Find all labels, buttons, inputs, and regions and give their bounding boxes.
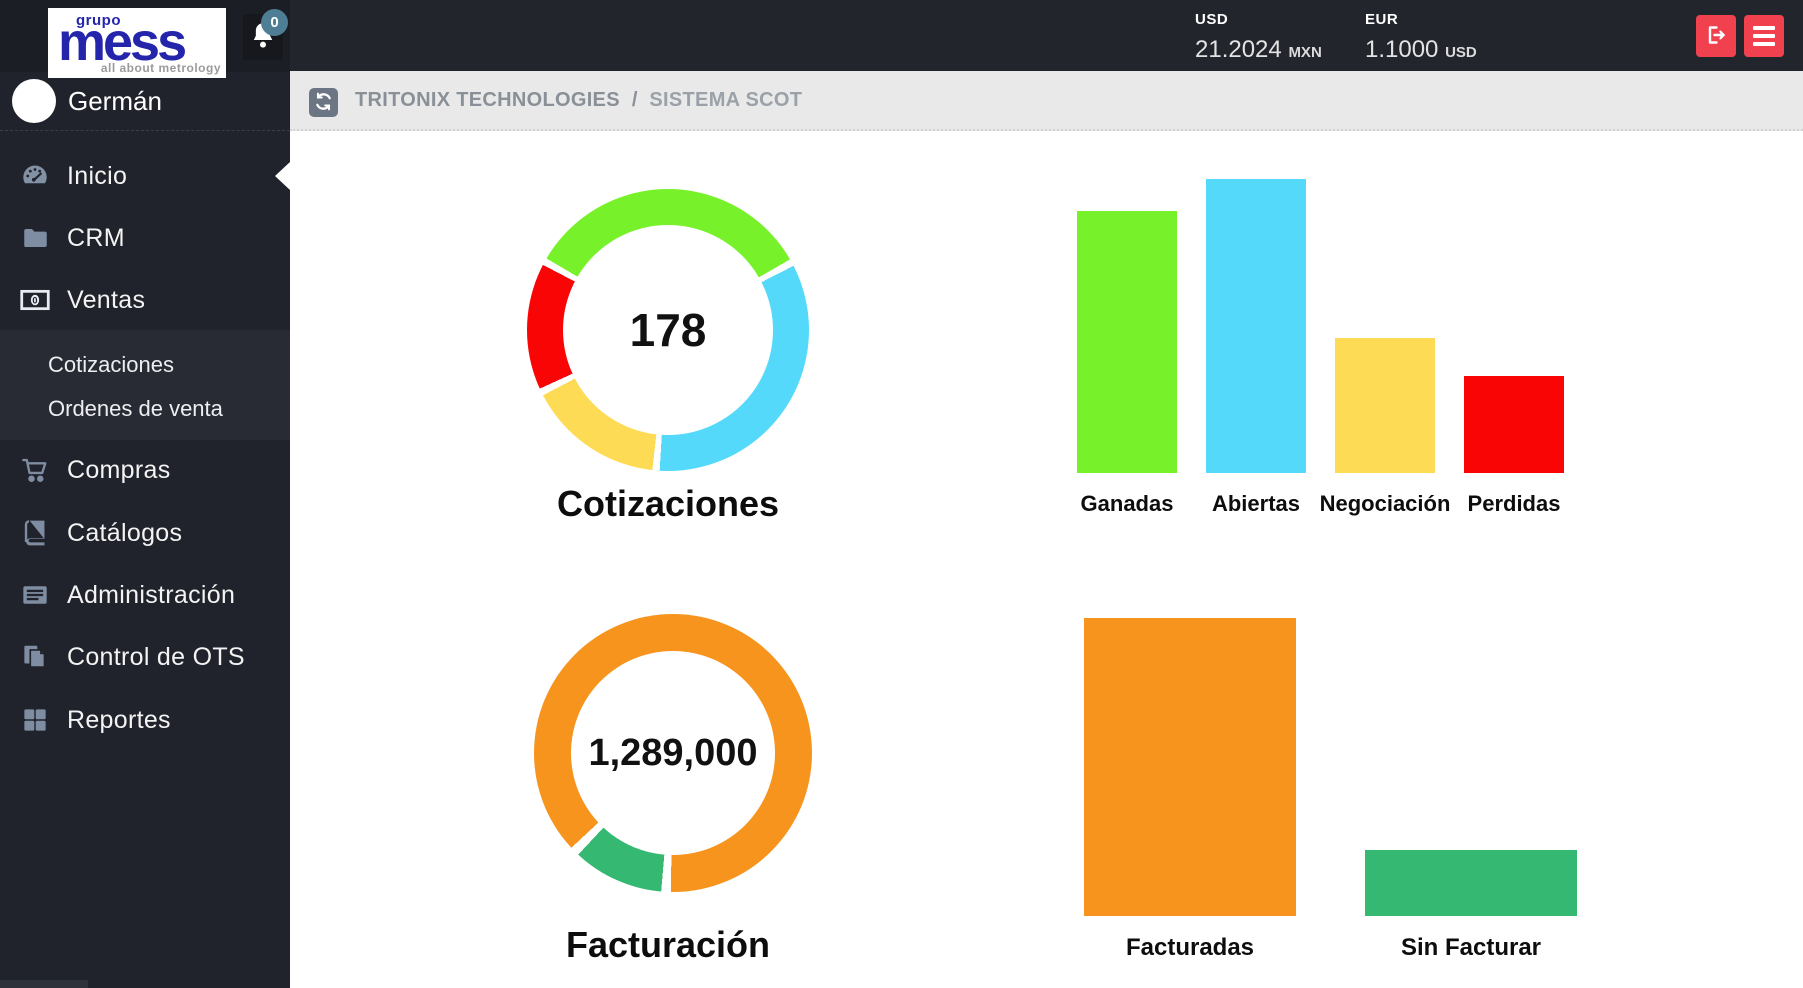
bar-column: Abiertas xyxy=(1206,179,1306,516)
bar-label: Sin Facturar xyxy=(1400,934,1542,961)
avatar[interactable] xyxy=(12,79,56,123)
sidebar-item-label: Ventas xyxy=(67,285,146,314)
cotizaciones-chart-title: Cotizaciones xyxy=(556,483,780,524)
cart-icon xyxy=(20,457,50,483)
bar-label: Facturadas xyxy=(1125,934,1255,961)
folder-icon xyxy=(20,225,50,251)
topbar: grupo mess all about metrology 0 USD 21.… xyxy=(0,0,1803,78)
bar-abiertas[interactable] xyxy=(1206,179,1306,473)
breadcrumb-company[interactable]: TRITONIX TECHNOLOGIES xyxy=(355,88,620,111)
ventas-submenu: Cotizaciones Ordenes de venta xyxy=(0,330,290,440)
sidebar-item-label: Reportes xyxy=(67,705,171,734)
sidebar-item-ventas[interactable]: 0 Ventas xyxy=(0,274,290,326)
bar-perdidas[interactable] xyxy=(1464,375,1564,473)
eur-unit: USD xyxy=(1445,44,1477,61)
cotizaciones-donut-chart[interactable]: 178 xyxy=(527,189,809,471)
usd-unit: MXN xyxy=(1288,44,1322,61)
donut-hole: 1,289,000 xyxy=(571,651,775,855)
hamburger-icon xyxy=(1753,26,1775,46)
svg-text:0: 0 xyxy=(32,295,37,305)
facturacion-bar-chart: Facturadas Sin Facturar xyxy=(1045,618,1685,961)
logout-button[interactable] xyxy=(1696,15,1736,57)
sidebar-item-control-de-ots[interactable]: Control de OTS xyxy=(0,631,290,683)
bar-column: Negociación xyxy=(1320,179,1450,516)
paste-icon xyxy=(20,644,50,670)
user-name: Germán xyxy=(68,86,162,116)
bar-column: Sin Facturar xyxy=(1365,618,1577,961)
bar-label: Ganadas xyxy=(1080,491,1174,516)
cotizaciones-total-value: 178 xyxy=(629,304,707,356)
donut-hole: 178 xyxy=(563,225,773,435)
usd-value: 21.2024 xyxy=(1195,36,1282,63)
bar-column: Perdidas xyxy=(1464,179,1564,516)
sidebar-item-label: Inicio xyxy=(67,161,128,190)
sidebar-item-crm[interactable]: CRM xyxy=(0,212,290,264)
newspaper-icon xyxy=(20,582,50,608)
logo-brand-text: mess xyxy=(58,12,187,72)
submenu-item-ordenes-de-venta[interactable]: Ordenes de venta xyxy=(0,387,290,431)
sidebar-item-label: Catálogos xyxy=(67,518,183,547)
dashboard-content: 178 Cotizaciones Ganadas Abiertas Negociac… xyxy=(290,131,1803,988)
sidebar-item-label: CRM xyxy=(67,223,125,252)
facturacion-chart-title: Facturación xyxy=(565,924,771,965)
eur-value: 1.1000 xyxy=(1365,36,1439,63)
sidebar-item-compras[interactable]: Compras xyxy=(0,444,290,496)
sidebar-item-catalogos[interactable]: Catálogos xyxy=(0,507,290,559)
logo-group-text: grupo xyxy=(76,12,121,29)
gauge-icon xyxy=(20,163,50,189)
logo-tagline: all about metrology xyxy=(100,61,221,75)
sidebar-item-label: Administración xyxy=(67,580,236,609)
notification-count-badge: 0 xyxy=(261,9,288,36)
sidebar-item-label: Control de OTS xyxy=(67,642,245,671)
bar-column: Ganadas xyxy=(1077,179,1177,516)
bar-label: Abiertas xyxy=(1211,491,1301,516)
sidebar-item-inicio[interactable]: Inicio xyxy=(0,150,290,202)
refresh-button[interactable] xyxy=(309,88,338,117)
sidebar: Germán Inicio CRM 0 Ventas Cotizaciones xyxy=(0,72,290,988)
bar-sin-facturar[interactable] xyxy=(1365,850,1577,916)
sidebar-item-administracion[interactable]: Administración xyxy=(0,569,290,621)
sync-icon xyxy=(314,92,333,114)
submenu-item-label: Ordenes de venta xyxy=(48,396,223,421)
breadcrumb-current-page: SISTEMA SCOT xyxy=(649,88,803,111)
bar-facturadas[interactable] xyxy=(1084,618,1296,916)
usd-code: USD xyxy=(1195,11,1229,28)
sign-out-icon xyxy=(1704,23,1728,50)
bar-negociación[interactable] xyxy=(1335,337,1435,473)
sidebar-item-reportes[interactable]: Reportes xyxy=(0,694,290,746)
submenu-item-label: Cotizaciones xyxy=(48,352,174,377)
sidebar-divider xyxy=(0,130,290,131)
facturacion-total-value: 1,289,000 xyxy=(588,731,758,774)
sidebar-footer-strip xyxy=(0,980,88,988)
money-icon: 0 xyxy=(20,287,50,313)
bar-column: Facturadas xyxy=(1084,618,1296,961)
bar-label: Perdidas xyxy=(1467,491,1561,516)
sidebar-item-label: Compras xyxy=(67,455,171,484)
bar-ganadas[interactable] xyxy=(1077,211,1177,473)
breadcrumb-separator: / xyxy=(631,88,638,111)
facturacion-donut-chart[interactable]: 1,289,000 xyxy=(534,614,812,892)
cotizaciones-bar-chart: Ganadas Abiertas Negociación Perdidas xyxy=(1045,179,1665,516)
brand-logo[interactable]: grupo mess all about metrology xyxy=(48,8,226,78)
eur-code: EUR xyxy=(1365,11,1399,28)
active-item-arrow xyxy=(275,162,290,190)
menu-toggle-button[interactable] xyxy=(1744,15,1784,57)
breadcrumb: TRITONIX TECHNOLOGIES / SISTEMA SCOT xyxy=(355,71,802,129)
book-icon xyxy=(20,520,50,546)
bar-label: Negociación xyxy=(1319,491,1451,516)
grid-icon xyxy=(20,707,50,733)
submenu-item-cotizaciones[interactable]: Cotizaciones xyxy=(0,343,290,387)
breadcrumb-bar: TRITONIX TECHNOLOGIES / SISTEMA SCOT xyxy=(290,71,1803,131)
